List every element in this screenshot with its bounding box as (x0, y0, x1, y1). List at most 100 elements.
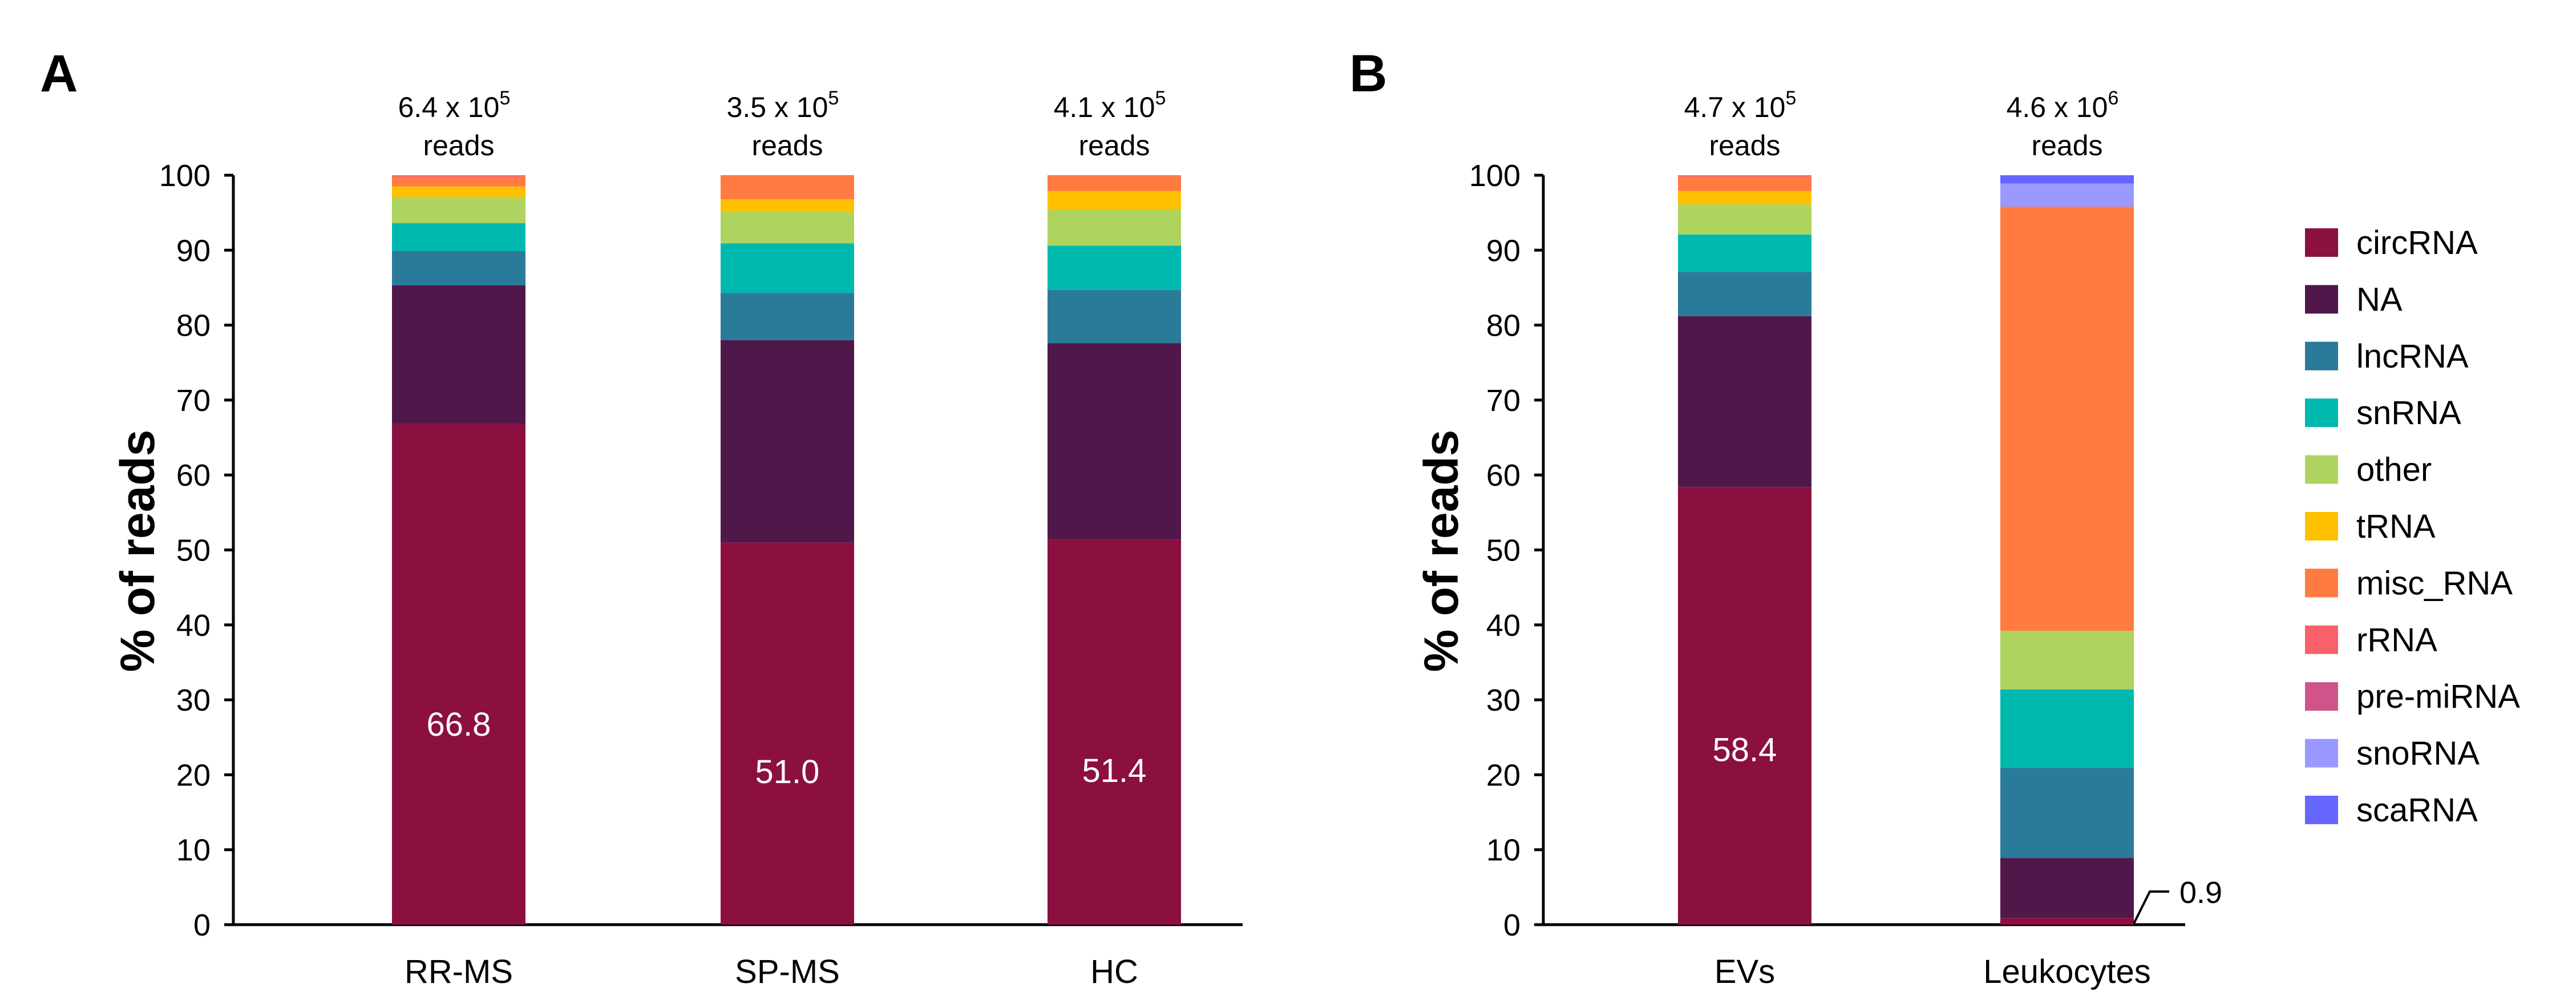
read-count-unit: reads (423, 130, 494, 162)
legend-item-snrna: snRNA (2305, 394, 2461, 432)
legend-item-other: other (2305, 451, 2432, 489)
read-count-unit: reads (751, 130, 823, 162)
bar-segment-trna (721, 199, 854, 212)
bar-segment-lncrna (721, 293, 854, 340)
bar-segment-na (721, 340, 854, 543)
legend-label: tRNA (2356, 508, 2436, 545)
read-count-label: 4.7 x 105 (1684, 87, 1797, 123)
x-category-label: RR-MS (405, 953, 513, 990)
bar-segment-circrna (721, 542, 854, 925)
legend-item-pre-mirna: pre-miRNA (2305, 678, 2520, 715)
bar-segment-snrna (2000, 689, 2134, 768)
bar-segment-other (392, 197, 525, 224)
bar-segment-other (721, 212, 854, 244)
legend-label: lncRNA (2356, 338, 2469, 375)
y-tick-label: 60 (176, 458, 211, 493)
y-tick-label: 50 (176, 534, 211, 568)
legend-swatch (2305, 512, 2338, 541)
bar-segment-rrna (721, 175, 854, 176)
legend-label: pre-miRNA (2356, 678, 2520, 715)
y-tick-label: 70 (176, 384, 211, 418)
panel-label-a: A (40, 45, 78, 103)
bar-segment-circrna (1678, 487, 1811, 925)
annotation-leader-line (2133, 890, 2169, 924)
bar-segment-na (2000, 858, 2134, 918)
bar-segment-na (1678, 316, 1811, 487)
read-count-label: 3.5 x 105 (727, 87, 839, 123)
legend-swatch (2305, 455, 2338, 484)
y-tick-label: 60 (1486, 458, 1520, 493)
bar-segment-misc-rna (1048, 176, 1181, 191)
legend-label: scaRNA (2356, 792, 2478, 829)
legend-item-lncrna: lncRNA (2305, 338, 2469, 375)
read-count-label: 4.1 x 105 (1054, 87, 1166, 123)
bar-segment-snrna (392, 223, 525, 251)
bar-segment-circrna (2000, 918, 2134, 925)
legend-item-circrna: circRNA (2305, 224, 2478, 261)
y-tick-label: 0 (1503, 908, 1520, 942)
bar-segment-rrna (392, 175, 525, 177)
legend-swatch (2305, 625, 2338, 654)
legend-swatch (2305, 285, 2338, 314)
y-axis-label-a: % of reads (111, 430, 164, 672)
y-tick-label: 80 (176, 309, 211, 343)
bar-segment-circrna (1048, 539, 1181, 925)
read-count-unit: reads (1078, 130, 1150, 162)
read-count-exponent: 6 (2108, 87, 2118, 109)
legend-label: snRNA (2356, 394, 2461, 432)
legend-swatch (2305, 341, 2338, 370)
bar-value-label: 51.4 (1082, 752, 1147, 789)
y-tick-label: 30 (1486, 683, 1520, 717)
legend-item-scarna: scaRNA (2305, 792, 2478, 829)
annotation-label: 0.9 (2179, 876, 2222, 910)
bar-segment-na (1048, 343, 1181, 540)
bar-segment-rrna (1048, 175, 1181, 176)
bar-segment-misc-rna (2000, 207, 2134, 631)
y-tick-label: 10 (1486, 833, 1520, 868)
bar-segment-trna (1048, 191, 1181, 210)
read-count-exponent: 5 (499, 87, 510, 109)
panel-a-plot: 0 10 20 30 40 50 60 70 80 90 100 RR-MS 6.4 x 105 read… (159, 87, 1243, 990)
y-tick-label: 70 (1486, 384, 1520, 418)
legend-item-snorna: snoRNA (2305, 735, 2480, 772)
bar-value-label: 66.8 (427, 706, 491, 743)
y-tick-label: 30 (176, 683, 211, 717)
legend: circRNA NA lncRNA snRNA other tRNA misc_RNA rRN… (2305, 224, 2520, 829)
read-count-label: 4.6 x 106 (2007, 87, 2119, 123)
legend-label: circRNA (2356, 224, 2478, 261)
legend-label: snoRNA (2356, 735, 2480, 772)
bar-segment-rrna (1678, 175, 1811, 177)
y-tick-label: 90 (176, 233, 211, 268)
read-count-exponent: 5 (1155, 87, 1166, 109)
bar-segment-misc-rna (721, 176, 854, 200)
y-tick-label: 40 (1486, 608, 1520, 643)
bar-segment-snrna (1678, 234, 1811, 272)
y-axis-label-b: % of reads (1414, 430, 1468, 672)
bar-segment-snorna (2000, 183, 2134, 207)
read-count-unit: reads (1709, 130, 1780, 162)
y-tick-label: 90 (1486, 233, 1520, 268)
y-tick-label: 40 (176, 608, 211, 643)
y-tick-label: 20 (176, 758, 211, 792)
legend-swatch (2305, 682, 2338, 711)
x-category-label: EVs (1714, 953, 1775, 990)
y-tick-label: 10 (176, 833, 211, 868)
y-tick-label: 0 (193, 908, 211, 942)
x-category-label: Leukocytes (1983, 953, 2150, 990)
legend-swatch (2305, 739, 2338, 768)
bar-segment-scarna (2000, 175, 2134, 184)
bar-segment-other (1678, 204, 1811, 235)
bar-segment-lncrna (2000, 768, 2134, 858)
legend-label: rRNA (2356, 622, 2437, 659)
bar-segment-other (2000, 631, 2134, 690)
bar-segment-misc-rna (1678, 176, 1811, 191)
bar-segment-na (392, 285, 525, 424)
bar-segment-trna (392, 186, 525, 197)
y-tick-label: 100 (159, 159, 211, 193)
y-tick-label: 50 (1486, 534, 1520, 568)
legend-label: misc_RNA (2356, 565, 2513, 602)
read-count-unit: reads (2031, 130, 2102, 162)
read-count-exponent: 5 (828, 87, 839, 109)
